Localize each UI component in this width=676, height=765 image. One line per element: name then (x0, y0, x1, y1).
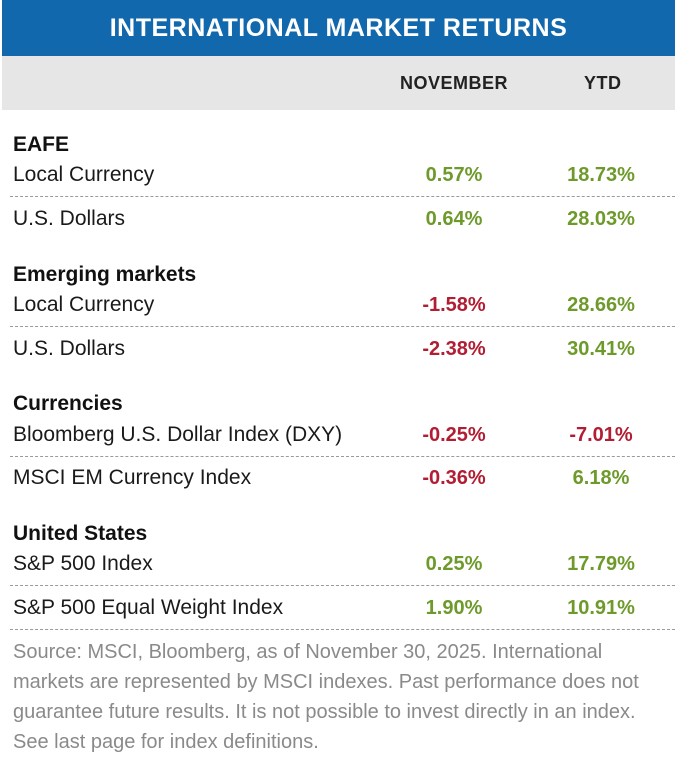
table-title: INTERNATIONAL MARKET RETURNS (2, 0, 675, 56)
group-title-emerging-markets: Emerging markets (13, 263, 197, 286)
november-value: -0.36% (422, 467, 486, 489)
ytd-value: 28.66% (567, 294, 635, 316)
november-value: 0.57% (425, 164, 483, 186)
row-label: U.S. Dollars (13, 337, 126, 360)
group-title-eafe: EAFE (13, 133, 70, 156)
ytd-value: 10.91% (567, 597, 635, 619)
november-value: 1.90% (425, 597, 483, 619)
row-label: U.S. Dollars (13, 207, 126, 230)
row-label: MSCI EM Currency Index (13, 466, 252, 489)
row-divider (10, 326, 675, 327)
row-label: S&P 500 Index (13, 552, 153, 575)
source-note: Source: MSCI, Bloomberg, as of November … (13, 641, 639, 753)
ytd-value: -7.01% (569, 424, 633, 446)
november-value: 0.25% (425, 553, 483, 575)
ytd-value: 6.18% (572, 467, 630, 489)
group-title-currencies: Currencies (13, 392, 123, 415)
ytd-value: 18.73% (567, 164, 635, 186)
column-header-row: NOVEMBER YTD (2, 56, 675, 110)
row-label: Local Currency (13, 293, 155, 316)
november-value: -0.25% (422, 424, 486, 446)
column-header-november: NOVEMBER (400, 73, 509, 93)
row-divider (10, 456, 675, 457)
ytd-value: 17.79% (567, 553, 635, 575)
ytd-value: 28.03% (567, 208, 635, 230)
row-divider (10, 585, 675, 586)
row-label: S&P 500 Equal Weight Index (13, 596, 284, 619)
group-title-united-states: United States (13, 522, 148, 545)
november-value: -2.38% (422, 338, 486, 360)
row-divider (10, 629, 675, 630)
november-value: 0.64% (425, 208, 483, 230)
row-label: Bloomberg U.S. Dollar Index (DXY) (13, 423, 343, 446)
row-divider (10, 196, 675, 197)
november-value: -1.58% (422, 294, 486, 316)
column-header-ytd: YTD (584, 73, 622, 93)
ytd-value: 30.41% (567, 338, 635, 360)
row-label: Local Currency (13, 163, 155, 186)
